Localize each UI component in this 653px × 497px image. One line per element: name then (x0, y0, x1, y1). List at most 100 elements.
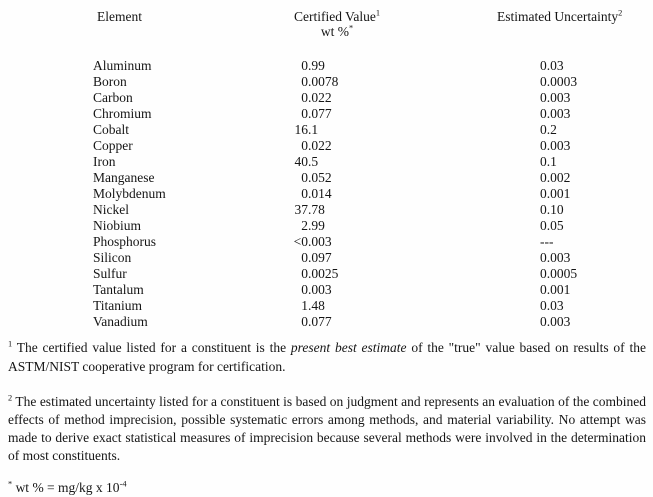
certified-value-integer-part: 16 (294, 122, 309, 137)
table-row: Molybdenum 0.014 0.001 (0, 186, 653, 202)
footnote-1-marker: 1 (375, 8, 381, 18)
certified-value-header-label: Certified Value (293, 9, 376, 24)
footnote-star-marker: * (348, 23, 354, 33)
element-header-label: Element (97, 9, 142, 24)
element-name: Copper (93, 138, 133, 153)
estimated-uncertainty-cell: 0.1 (540, 154, 557, 169)
footnote-2-marker: 2 (618, 8, 623, 18)
column-header-element: Element (97, 9, 142, 25)
certified-value-integer-part: 0 (301, 170, 308, 185)
certified-value-fraction-part: .077 (308, 106, 332, 121)
certified-value-cell: 16.1 (245, 122, 540, 138)
estimated-uncertainty-cell: 0.10 (540, 202, 564, 217)
table-row: Iron 40.5 0.1 (0, 154, 653, 170)
element-name: Niobium (93, 218, 142, 233)
certified-value-cell: 1.48 (245, 298, 540, 314)
certified-value-integer-part: <0 (293, 234, 308, 249)
certified-value-cell: 2.99 (245, 218, 540, 234)
element-name: Chromium (93, 106, 152, 121)
certified-value-integer-part: 0 (301, 90, 308, 105)
unit-header-label: wt % (320, 24, 349, 39)
certified-value-fraction-part: .99 (308, 58, 325, 73)
certified-value-integer-part: 37 (294, 202, 309, 217)
footnotes: 1 The certified value listed for a const… (8, 338, 646, 497)
footnote-1-text: The certified value listed for a constit… (12, 340, 291, 355)
table-row: Titanium 1.48 0.03 (0, 298, 653, 314)
certified-value-fraction-part: .78 (308, 202, 325, 217)
certified-value-fraction-part: .014 (308, 186, 332, 201)
table-row: Carbon 0.022 0.003 (0, 90, 653, 106)
element-table: Aluminum 0.99 0.03 Boron 0.0078 0.0003 C… (0, 58, 653, 330)
estimated-uncertainty-cell: 0.003 (540, 90, 571, 105)
table-row: Chromium 0.077 0.003 (0, 106, 653, 122)
certified-value-fraction-part: .052 (308, 170, 332, 185)
element-name: Carbon (93, 90, 133, 105)
certified-value-fraction-part: .022 (308, 90, 332, 105)
certified-value-cell: 0.0025 (245, 266, 540, 282)
estimated-uncertainty-cell: 0.003 (540, 106, 571, 121)
element-name: Boron (93, 74, 127, 89)
estimated-uncertainty-cell: 0.003 (540, 138, 571, 153)
footnote-1: 1 The certified value listed for a const… (8, 338, 646, 376)
certified-value-cell: 0.022 (245, 138, 540, 154)
certified-value-fraction-part: .003 (308, 234, 332, 249)
estimated-uncertainty-cell: 0.03 (540, 58, 564, 73)
estimated-uncertainty-cell: 0.2 (540, 122, 557, 137)
certified-value-fraction-part: .48 (308, 298, 325, 313)
footnote-2: 2 The estimated uncertainty listed for a… (8, 393, 646, 465)
estimated-uncertainty-cell: 0.002 (540, 170, 571, 185)
table-row: Niobium 2.99 0.05 (0, 218, 653, 234)
element-name: Sulfur (93, 266, 127, 281)
exponent-superscript: -4 (119, 479, 127, 489)
footnote-star-text: wt % = mg/kg x 10 (12, 480, 120, 495)
certified-value-integer-part: 0 (301, 250, 308, 265)
certified-value-integer-part: 40 (294, 154, 309, 169)
footnote-wt-percent: * wt % = mg/kg x 10-4 (8, 475, 646, 497)
table-row: Silicon 0.097 0.003 (0, 250, 653, 266)
footnote-2-text: The estimated uncertainty listed for a c… (8, 394, 646, 463)
estimated-uncertainty-cell: 0.0005 (540, 266, 578, 281)
column-header-certified-value: Certified Value1 wt %* (272, 9, 402, 39)
table-row: Vanadium 0.077 0.003 (0, 314, 653, 330)
unit-header-line: wt %* (272, 24, 402, 39)
certified-value-fraction-part: .99 (308, 218, 325, 233)
certified-value-fraction-part: .0025 (308, 266, 339, 281)
element-name: Tantalum (93, 282, 144, 297)
certified-value-fraction-part: .0078 (308, 74, 339, 89)
table-row: Sulfur 0.0025 0.0005 (0, 266, 653, 282)
certified-value-cell: 40.5 (245, 154, 540, 170)
footnote-1-superscript: 1 (8, 339, 13, 349)
estimated-uncertainty-cell: 0.05 (540, 218, 564, 233)
table-row: Nickel 37.78 0.10 (0, 202, 653, 218)
certified-value-fraction-part: .003 (308, 282, 332, 297)
estimated-uncertainty-cell: 0.0003 (540, 74, 578, 89)
certified-value-integer-part: 1 (301, 298, 308, 313)
element-name: Nickel (93, 202, 129, 217)
certified-value-fraction-part: .022 (308, 138, 332, 153)
element-name: Manganese (93, 170, 155, 185)
element-name: Molybdenum (93, 186, 166, 201)
table-row: Tantalum 0.003 0.001 (0, 282, 653, 298)
estimated-uncertainty-header-label: Estimated Uncertainty (497, 9, 619, 24)
element-name: Phosphorus (93, 234, 157, 249)
certified-value-cell: <0.003 (245, 234, 540, 250)
element-name: Aluminum (93, 58, 152, 73)
estimated-uncertainty-cell: 0.001 (540, 282, 571, 297)
estimated-uncertainty-cell: 0.001 (540, 186, 571, 201)
table-row: Phosphorus <0.003 --- (0, 234, 653, 250)
table-row: Cobalt 16.1 0.2 (0, 122, 653, 138)
table-row: Aluminum 0.99 0.03 (0, 58, 653, 74)
certified-value-header-line: Certified Value1 (272, 9, 402, 24)
certified-value-integer-part: 0 (301, 186, 308, 201)
column-header-estimated-uncertainty: Estimated Uncertainty2 (497, 9, 622, 25)
certified-value-cell: 0.014 (245, 186, 540, 202)
element-name: Silicon (93, 250, 132, 265)
footnote-star-superscript: * (8, 479, 13, 489)
certified-value-cell: 0.077 (245, 314, 540, 330)
element-name: Cobalt (93, 122, 129, 137)
certified-value-fraction-part: .077 (308, 314, 332, 329)
footnote-1-text-end: of the "true" value based on results of … (8, 340, 646, 374)
estimated-uncertainty-cell: --- (540, 234, 554, 249)
certified-value-cell: 0.022 (245, 90, 540, 106)
